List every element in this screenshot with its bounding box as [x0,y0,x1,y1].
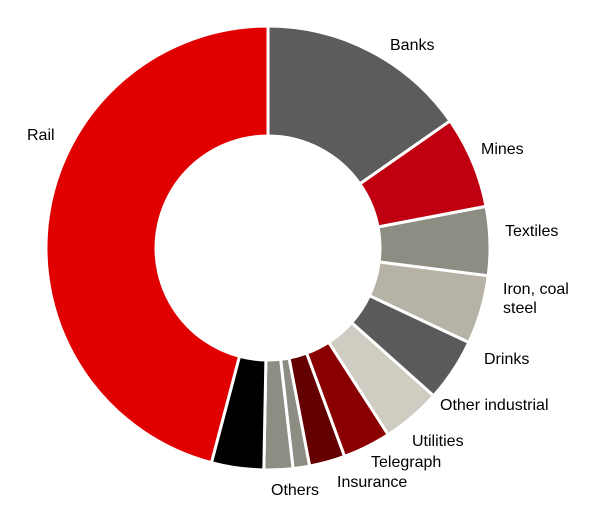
label-insurance: Insurance [337,474,407,491]
label-banks: Banks [390,37,434,54]
donut-slices [44,24,492,472]
label-mines: Mines [481,141,524,158]
label-drinks: Drinks [484,351,529,368]
slice-banks-0 [266,24,452,186]
slice-labels: Banks Mines Textiles Iron, coal steel Drinks O… [27,37,569,499]
label-utilities: Utilities [412,433,464,450]
label-textiles: Textiles [505,223,558,240]
slice-rail-11 [44,24,270,465]
label-telegraph: Telegraph [371,454,441,471]
label-other-industrial: Other industrial [440,397,549,414]
label-rail: Rail [27,127,55,144]
label-iron-coal-steel: Iron, coal steel [503,281,569,317]
label-others: Others [271,482,319,499]
